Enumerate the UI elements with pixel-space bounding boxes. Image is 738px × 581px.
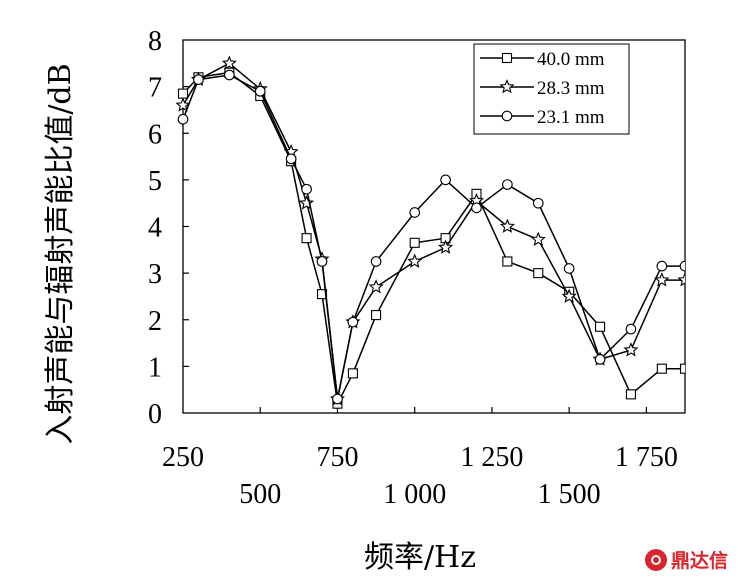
data-point-circle [563, 263, 575, 274]
data-point-circle [625, 323, 637, 335]
series-line-circle [182, 74, 685, 400]
y-tick-label: 0 [148, 399, 162, 430]
series-circle [177, 69, 685, 405]
data-point-circle [332, 393, 343, 405]
legend: 40.0 mm 28.3 mm 23.1 mm [473, 43, 630, 135]
data-point-circle [254, 85, 266, 97]
series-line-star [182, 62, 685, 400]
legend-label: 23.1 mm [537, 107, 605, 128]
data-point-circle [285, 153, 297, 165]
x-axis-ticks: 250 750 1 250 1 750 500 1 000 1 500 [162, 407, 678, 510]
data-point-circle [471, 202, 482, 214]
data-point-star [438, 239, 454, 254]
data-point-star [561, 288, 577, 303]
x-tick-label: 1 750 [615, 442, 678, 473]
y-axis-title: 入射声能与辐射声能比值/dB [43, 63, 78, 444]
data-point-square [347, 368, 358, 379]
data-point-circle [370, 256, 382, 267]
data-point-circle [223, 69, 235, 81]
data-point-square [625, 389, 636, 400]
x-tick-label: 750 [316, 442, 358, 473]
data-point-circle [440, 174, 451, 186]
data-point-square [409, 237, 420, 248]
x-tick-label: 1 500 [538, 479, 601, 510]
data-point-star [175, 97, 191, 112]
legend-marker-circle [501, 110, 513, 122]
data-point-circle [193, 74, 204, 85]
data-point-star [623, 342, 639, 357]
data-point-square [594, 321, 606, 332]
y-tick-label: 6 [148, 119, 162, 150]
data-point-circle [679, 260, 685, 272]
x-tick-label: 250 [162, 442, 204, 473]
data-point-star [221, 55, 237, 70]
legend-marker-star [499, 79, 515, 94]
data-point-star [654, 272, 670, 287]
data-point-circle [532, 197, 544, 209]
legend-box [473, 43, 630, 135]
data-point-square [177, 88, 189, 99]
y-axis-ticks: 0 1 2 3 4 5 6 7 8 [148, 26, 189, 430]
x-tick-label: 1 250 [460, 442, 523, 473]
data-point-circle [594, 354, 606, 365]
y-tick-label: 5 [148, 166, 162, 197]
data-point-square [656, 363, 667, 374]
data-point-circle [656, 260, 668, 272]
data-point-star [407, 253, 423, 268]
y-tick-label: 4 [148, 213, 162, 244]
data-point-star [677, 272, 685, 287]
data-point-circle [347, 316, 359, 328]
data-point-circle [502, 179, 513, 190]
watermark-text: 鼎达信 [670, 550, 728, 572]
x-tick-label: 500 [239, 479, 281, 510]
y-tick-label: 7 [148, 73, 162, 104]
data-point-circle [301, 183, 312, 195]
data-point-circle [409, 207, 421, 218]
legend-label: 28.3 mm [537, 78, 605, 99]
watermark: 鼎达信 [644, 546, 728, 573]
circle-logo-icon [644, 548, 667, 571]
x-axis-title: 频率/Hz [364, 540, 476, 575]
data-point-circle [316, 256, 328, 267]
data-point-star [499, 218, 515, 233]
y-tick-label: 3 [148, 259, 162, 290]
x-tick-label: 1 000 [383, 479, 446, 510]
y-tick-label: 2 [148, 306, 162, 337]
data-point-square [533, 268, 544, 279]
legend-label: 40.0 mm [537, 49, 605, 70]
y-tick-label: 8 [148, 26, 162, 57]
data-point-star [368, 279, 384, 294]
legend-marker-square [501, 52, 513, 64]
series-line-square [182, 71, 685, 407]
data-point-square [301, 233, 312, 244]
y-tick-label: 1 [148, 352, 162, 383]
series-layer [175, 55, 685, 409]
data-point-square [371, 310, 382, 321]
data-point-circle [177, 113, 189, 125]
data-point-square [502, 256, 513, 267]
data-point-square [679, 363, 685, 374]
data-point-star [530, 231, 546, 246]
